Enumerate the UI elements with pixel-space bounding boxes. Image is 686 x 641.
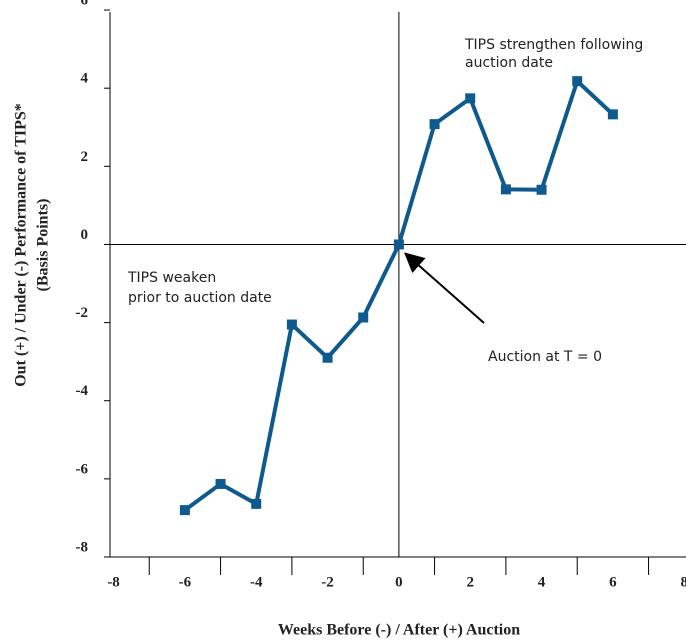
x-tick-label: -2 [321,574,334,590]
point [393,239,404,250]
point [215,478,226,489]
point [286,319,297,330]
y-tick-label: 2 [81,149,89,165]
annotation-arrow [404,252,485,324]
point [536,184,547,195]
y-axis-label: (Basis Points) [35,199,52,292]
y-tick-label: -8 [76,539,89,555]
point [251,498,262,509]
x-tick-label: 8 [680,574,686,590]
y-tick-label: -2 [76,305,89,321]
y-tick-label: -6 [76,461,89,477]
x-tick-label: -6 [179,574,192,590]
point [429,119,440,130]
x-tick-label: 2 [466,574,474,590]
point [322,352,333,363]
x-axis-label: Weeks Before (-) / After (+) Auction [278,622,520,639]
point [607,109,618,120]
annotation: auction date [465,55,553,71]
y-tick-label: 6 [81,0,89,8]
y-axis-label: Out (+) / Under (-) Performance of TIPS* [13,103,30,387]
x-tick-label: 0 [395,574,403,590]
point [572,76,583,87]
annotation: TIPS strengthen following [464,37,643,53]
annotation: prior to auction date [128,290,272,306]
annotation: TIPS weaken [127,270,216,286]
point [465,93,476,104]
x-tick-label: -8 [107,574,120,590]
point [179,505,190,516]
point [500,184,511,195]
x-tick-label: 4 [538,574,546,590]
annotation: Auction at T = 0 [488,349,602,365]
x-tick-label: -4 [250,574,263,590]
y-tick-label: -4 [76,383,89,399]
point [358,312,369,323]
x-tick-label: 6 [609,574,617,590]
y-tick-label: 4 [81,71,89,87]
y-tick-label: 0 [81,227,89,243]
